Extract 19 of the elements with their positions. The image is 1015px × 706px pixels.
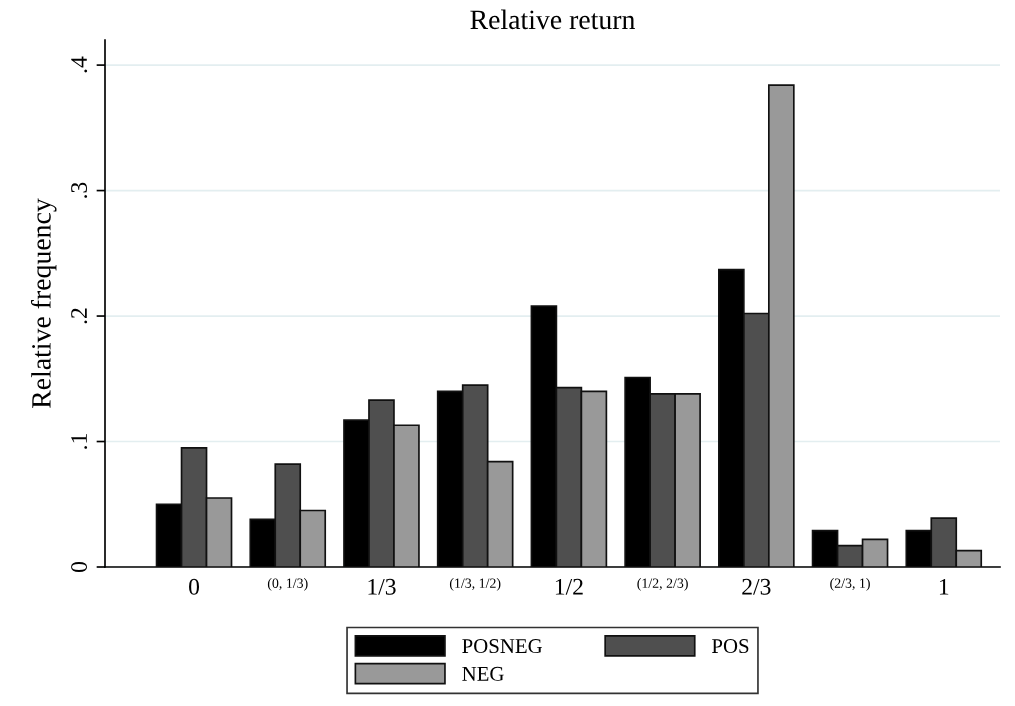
x-tick-label: 1 [939,578,949,595]
x-tick-label: 0 [189,578,200,595]
y-tick-label: .2 [71,308,88,324]
legend-label: POS [712,639,749,654]
y-axis-title: Relative frequency [30,198,57,408]
legend-label: NEG [462,666,504,681]
y-tick-label: .3 [71,182,88,198]
x-tick-label: (2/3, 1) [830,578,870,591]
x-tick-label: 1/3 [368,578,396,595]
y-tick-label: .4 [71,56,88,73]
y-tick-label: 0 [71,562,88,572]
x-tick-label: (1/3, 1/2) [449,578,501,591]
x-tick-label: 2/3 [742,578,771,595]
x-tick-label: (0, 1/3) [267,578,308,591]
x-tick-label: (1/2, 2/3) [637,578,688,591]
x-tick-label: 1/2 [555,578,583,595]
legend-label: POSNEG [462,639,543,654]
chart-title: Relative return [470,9,635,30]
y-tick-label: .1 [71,434,88,449]
